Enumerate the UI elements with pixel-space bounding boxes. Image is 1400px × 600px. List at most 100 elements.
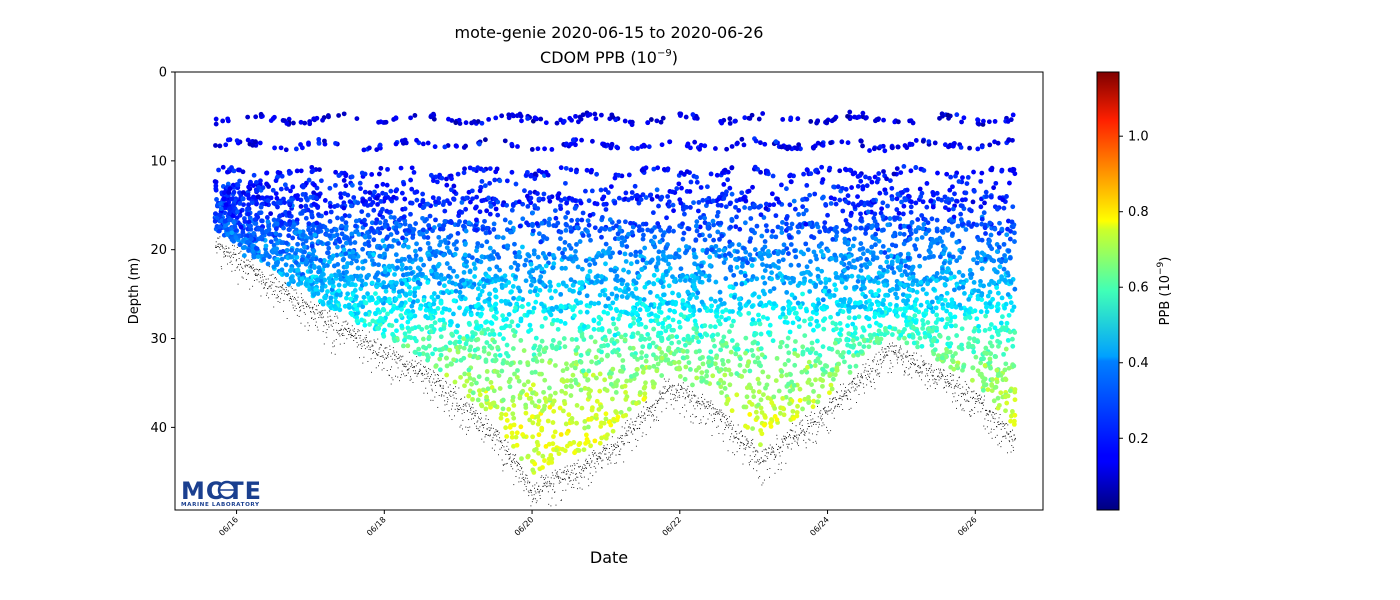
bottom-point: [575, 473, 577, 475]
bottom-point: [607, 458, 609, 460]
bottom-point: [408, 351, 410, 353]
cdom-point: [554, 304, 559, 310]
bottom-point: [648, 414, 650, 416]
bottom-point: [794, 440, 796, 442]
cdom-point: [666, 203, 672, 209]
bottom-point: [486, 423, 488, 424]
bottom-point: [354, 328, 355, 330]
bottom-point: [539, 490, 541, 492]
bottom-point: [275, 285, 277, 287]
bottom-point: [750, 444, 752, 446]
bottom-point: [414, 360, 416, 362]
bottom-point: [430, 399, 432, 401]
bottom-point: [675, 392, 677, 394]
cdom-point: [492, 196, 497, 202]
bottom-point: [942, 369, 944, 371]
cdom-point: [880, 200, 886, 206]
cdom-point: [499, 368, 505, 374]
bottom-point: [581, 488, 583, 490]
cdom-point: [918, 302, 924, 308]
bottom-point: [873, 359, 875, 361]
bottom-point: [659, 390, 661, 392]
bottom-point: [581, 477, 583, 479]
cdom-point: [975, 117, 980, 123]
bottom-point: [865, 377, 867, 379]
bottom-point: [423, 365, 425, 367]
bottom-point: [829, 409, 831, 411]
bottom-point: [966, 383, 968, 385]
cdom-point: [601, 143, 607, 148]
bottom-point: [656, 416, 658, 418]
cdom-point: [954, 112, 960, 118]
bottom-point: [778, 445, 780, 447]
bottom-point: [748, 462, 750, 464]
bottom-point: [614, 449, 615, 450]
bottom-point: [468, 405, 470, 407]
bottom-point: [686, 388, 688, 390]
bottom-point: [333, 329, 335, 331]
bottom-point: [533, 494, 535, 496]
bottom-point: [535, 502, 537, 504]
bottom-point: [506, 462, 508, 464]
bottom-point: [1010, 431, 1012, 433]
bottom-point: [285, 289, 287, 291]
bottom-point: [262, 274, 264, 275]
bottom-point: [364, 341, 366, 343]
bottom-point: [984, 395, 985, 397]
bottom-point: [944, 386, 945, 388]
bottom-point: [269, 274, 271, 276]
bottom-point: [855, 389, 857, 391]
bottom-point: [927, 381, 929, 383]
bottom-point: [272, 273, 274, 275]
bottom-point: [870, 386, 872, 387]
bottom-point: [554, 491, 556, 493]
bottom-point: [846, 397, 848, 399]
bottom-point: [918, 365, 920, 366]
cdom-point: [999, 168, 1005, 174]
bottom-point: [992, 416, 994, 418]
bottom-point: [986, 410, 988, 411]
bottom-point: [848, 384, 850, 386]
cdom-point: [573, 169, 579, 175]
bottom-point: [545, 481, 547, 483]
bottom-point: [730, 420, 732, 422]
cdom-point: [708, 308, 714, 314]
cdom-point: [1007, 255, 1013, 261]
cdom-point: [499, 276, 505, 282]
bottom-point: [253, 270, 255, 272]
bottom-point: [979, 398, 981, 399]
bottom-point: [702, 416, 704, 418]
bottom-point: [680, 385, 682, 386]
bottom-point: [775, 454, 777, 456]
bottom-point: [852, 381, 854, 383]
bottom-point: [335, 322, 337, 324]
bottom-point: [787, 446, 789, 448]
cdom-point: [511, 113, 516, 119]
bottom-point: [589, 472, 591, 474]
bottom-point: [982, 408, 984, 410]
cdom-point: [254, 201, 259, 207]
bottom-point: [862, 383, 864, 385]
bottom-point: [950, 383, 952, 385]
bottom-point: [329, 315, 331, 317]
bottom-point: [841, 396, 843, 398]
bottom-point: [590, 481, 592, 483]
bottom-point: [539, 495, 541, 496]
bottom-point: [687, 396, 689, 398]
bottom-point: [658, 420, 659, 421]
bottom-point: [1010, 435, 1012, 437]
bottom-point: [912, 355, 914, 357]
cdom-point: [240, 169, 246, 175]
bottom-point: [257, 273, 259, 275]
cdom-point: [907, 141, 913, 147]
bottom-point: [786, 437, 788, 439]
bottom-point: [955, 385, 957, 387]
bottom-point: [289, 293, 291, 295]
bottom-point: [687, 385, 689, 387]
bottom-point: [344, 327, 346, 329]
bottom-point: [658, 392, 660, 394]
cdom-point: [1011, 167, 1017, 172]
bottom-point: [263, 281, 264, 283]
bottom-point: [879, 359, 881, 361]
bottom-point: [260, 277, 262, 279]
